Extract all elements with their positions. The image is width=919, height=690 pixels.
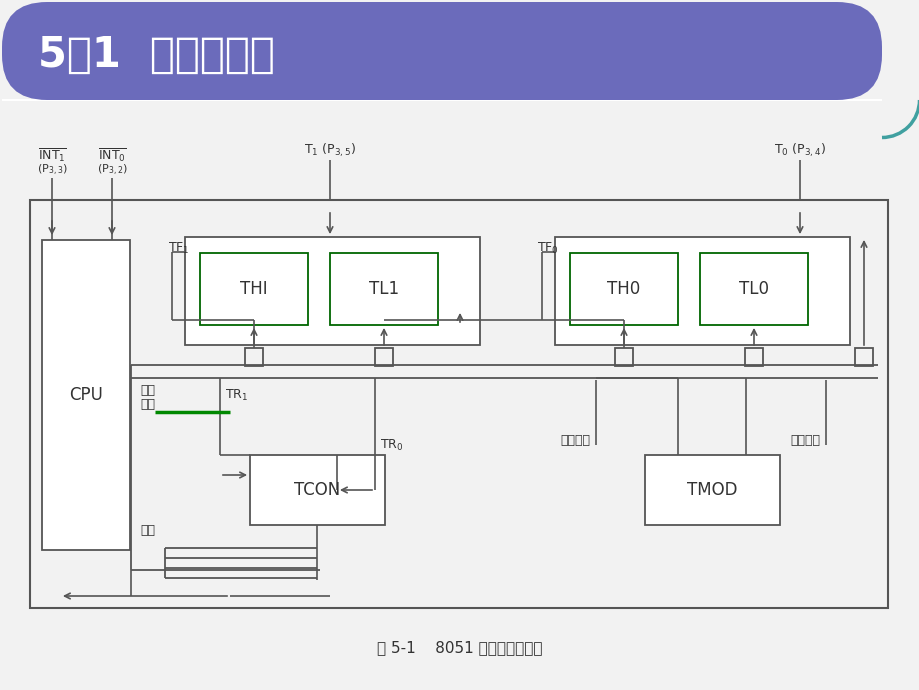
Bar (614, 348, 632, 366)
Bar (244, 348, 263, 366)
Text: 图 5-1    8051 定时器结构框图: 图 5-1 8051 定时器结构框图 (377, 640, 542, 656)
Text: ${\rm TF_0}$: ${\rm TF_0}$ (537, 240, 559, 255)
Text: $\overline{\rm INT_0}$: $\overline{\rm INT_0}$ (97, 146, 126, 164)
Text: THI: THI (240, 280, 267, 298)
Bar (744, 348, 762, 366)
Text: 内部: 内部 (141, 384, 155, 397)
Text: $({\rm P_{3,3}})$: $({\rm P_{3,3}})$ (37, 162, 67, 177)
Bar (644, 455, 779, 525)
Text: 中断: 中断 (141, 524, 155, 537)
Text: TMOD: TMOD (686, 481, 737, 499)
Text: ${\rm TR_0}$: ${\rm TR_0}$ (380, 437, 403, 453)
Text: CPU: CPU (69, 386, 103, 404)
Bar (250, 455, 384, 525)
Text: 工作方式: 工作方式 (789, 433, 819, 446)
Text: ${\rm T_0\ (P_{3,4})}$: ${\rm T_0\ (P_{3,4})}$ (773, 141, 825, 159)
Text: 工作方式: 工作方式 (560, 433, 589, 446)
Text: ${\rm TF_1}$: ${\rm TF_1}$ (168, 240, 189, 255)
Text: 总线: 总线 (141, 399, 155, 411)
Bar (570, 253, 677, 325)
Bar (30, 200, 887, 608)
Text: TL1: TL1 (369, 280, 399, 298)
Text: $({\rm P_{3,2}})$: $({\rm P_{3,2}})$ (96, 162, 127, 177)
Bar (554, 237, 849, 345)
Bar (375, 348, 392, 366)
Bar (0, 100, 919, 690)
FancyBboxPatch shape (2, 2, 881, 100)
Text: TH0: TH0 (607, 280, 640, 298)
Text: ${\rm TR_1}$: ${\rm TR_1}$ (225, 388, 248, 402)
Bar (330, 253, 437, 325)
Text: TL0: TL0 (738, 280, 768, 298)
Bar (854, 348, 872, 366)
Text: ${\rm T_1\ (P_{3,5})}$: ${\rm T_1\ (P_{3,5})}$ (303, 141, 356, 159)
Bar (199, 253, 308, 325)
Bar (185, 237, 480, 345)
Bar (699, 253, 807, 325)
Text: $\overline{\rm INT_1}$: $\overline{\rm INT_1}$ (38, 146, 66, 164)
Text: TCON: TCON (294, 481, 340, 499)
Bar (42, 240, 130, 550)
Text: 5．1  定时器结构: 5．1 定时器结构 (38, 34, 275, 76)
